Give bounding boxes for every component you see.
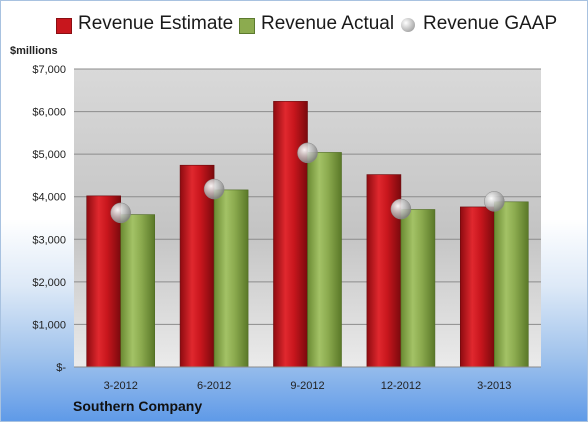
y-axis-unit-label: $millions — [10, 45, 58, 57]
bar-revenue-estimate — [86, 195, 121, 368]
y-tick-label: $1,000 — [32, 319, 66, 331]
legend-label-gaap: Revenue GAAP — [423, 13, 558, 34]
y-tick-label: $2,000 — [32, 277, 66, 289]
company-name: Southern Company — [73, 398, 203, 414]
x-tick-label: 9-2012 — [290, 380, 324, 392]
bar-revenue-actual — [213, 189, 249, 368]
bar-revenue-estimate — [179, 164, 215, 368]
legend-swatch-actual — [239, 18, 255, 34]
legend-swatch-estimate — [56, 18, 72, 34]
bar-revenue-actual — [120, 214, 155, 368]
marker-revenue-gaap — [297, 142, 318, 164]
bar-revenue-actual — [493, 201, 529, 368]
x-tick-label: 6-2012 — [197, 380, 231, 392]
y-tick-label: $4,000 — [32, 192, 66, 204]
legend-label-actual: Revenue Actual — [261, 13, 395, 34]
x-tick-label: 3-2012 — [104, 380, 138, 392]
y-tick-label: $3,000 — [32, 234, 66, 246]
x-tick-label: 12-2012 — [381, 380, 421, 392]
marker-revenue-gaap — [110, 202, 131, 224]
legend-swatch-gaap — [401, 18, 415, 32]
y-tick-label: $5,000 — [32, 149, 66, 161]
bar-revenue-actual — [307, 152, 342, 368]
bar-revenue-estimate — [273, 101, 308, 368]
legend-label-estimate: Revenue Estimate — [78, 13, 234, 34]
marker-revenue-gaap — [484, 191, 505, 212]
legend: Revenue Estimate Revenue Actual Revenue … — [1, 13, 588, 43]
x-tick-label: 3-2013 — [477, 380, 511, 392]
y-tick-label: $7,000 — [32, 64, 66, 76]
bar-revenue-estimate — [459, 206, 495, 368]
marker-revenue-gaap — [390, 198, 412, 220]
y-tick-label: $6,000 — [32, 107, 66, 119]
marker-revenue-gaap — [203, 178, 225, 200]
y-tick-label: $- — [56, 362, 66, 374]
bar-revenue-actual — [400, 209, 436, 368]
